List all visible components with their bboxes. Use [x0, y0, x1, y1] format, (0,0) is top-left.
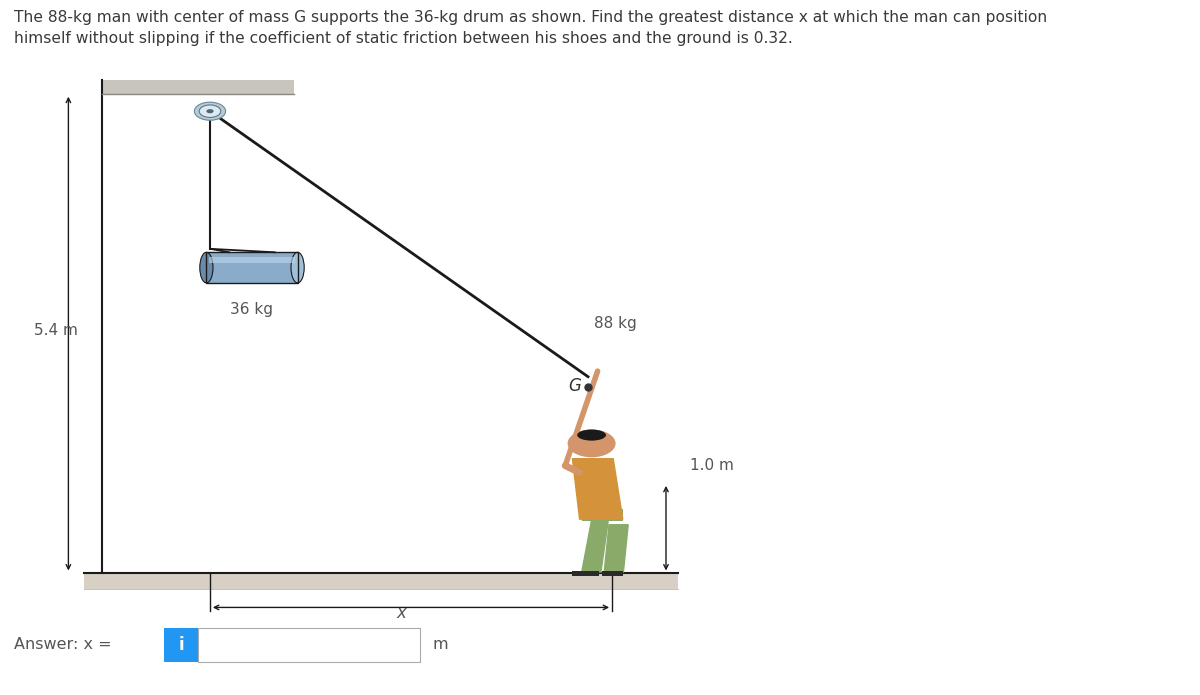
Text: 5.4 m: 5.4 m	[35, 322, 78, 338]
Bar	[209, 257, 295, 263]
Text: i: i	[179, 636, 184, 654]
Ellipse shape	[199, 252, 214, 283]
Text: $x$: $x$	[396, 604, 408, 622]
Text: Answer: x =: Answer: x =	[14, 637, 112, 653]
Bar	[206, 252, 298, 283]
Polygon shape	[572, 459, 623, 519]
Circle shape	[206, 109, 214, 113]
Text: m: m	[432, 637, 448, 653]
Circle shape	[194, 102, 226, 120]
Polygon shape	[582, 521, 608, 572]
Bar	[84, 573, 678, 589]
Text: 88 kg: 88 kg	[594, 316, 637, 331]
FancyBboxPatch shape	[198, 628, 420, 662]
Text: $G$: $G$	[568, 377, 582, 395]
Ellipse shape	[292, 252, 305, 283]
Bar	[582, 509, 623, 521]
Text: himself without slipping if the coefficient of static friction between his shoes: himself without slipping if the coeffici…	[14, 31, 793, 47]
Circle shape	[568, 430, 616, 457]
Polygon shape	[604, 525, 629, 572]
FancyBboxPatch shape	[164, 628, 198, 662]
Bar	[206, 252, 298, 283]
Circle shape	[199, 105, 221, 117]
Text: The 88-kg man with center of mass G supports the 36-kg drum as shown. Find the g: The 88-kg man with center of mass G supp…	[14, 10, 1048, 26]
Bar	[572, 571, 599, 576]
Bar	[102, 80, 294, 94]
Bar	[601, 571, 624, 576]
Ellipse shape	[577, 430, 606, 441]
Text: 1.0 m: 1.0 m	[690, 458, 734, 473]
Text: 36 kg: 36 kg	[230, 302, 274, 318]
